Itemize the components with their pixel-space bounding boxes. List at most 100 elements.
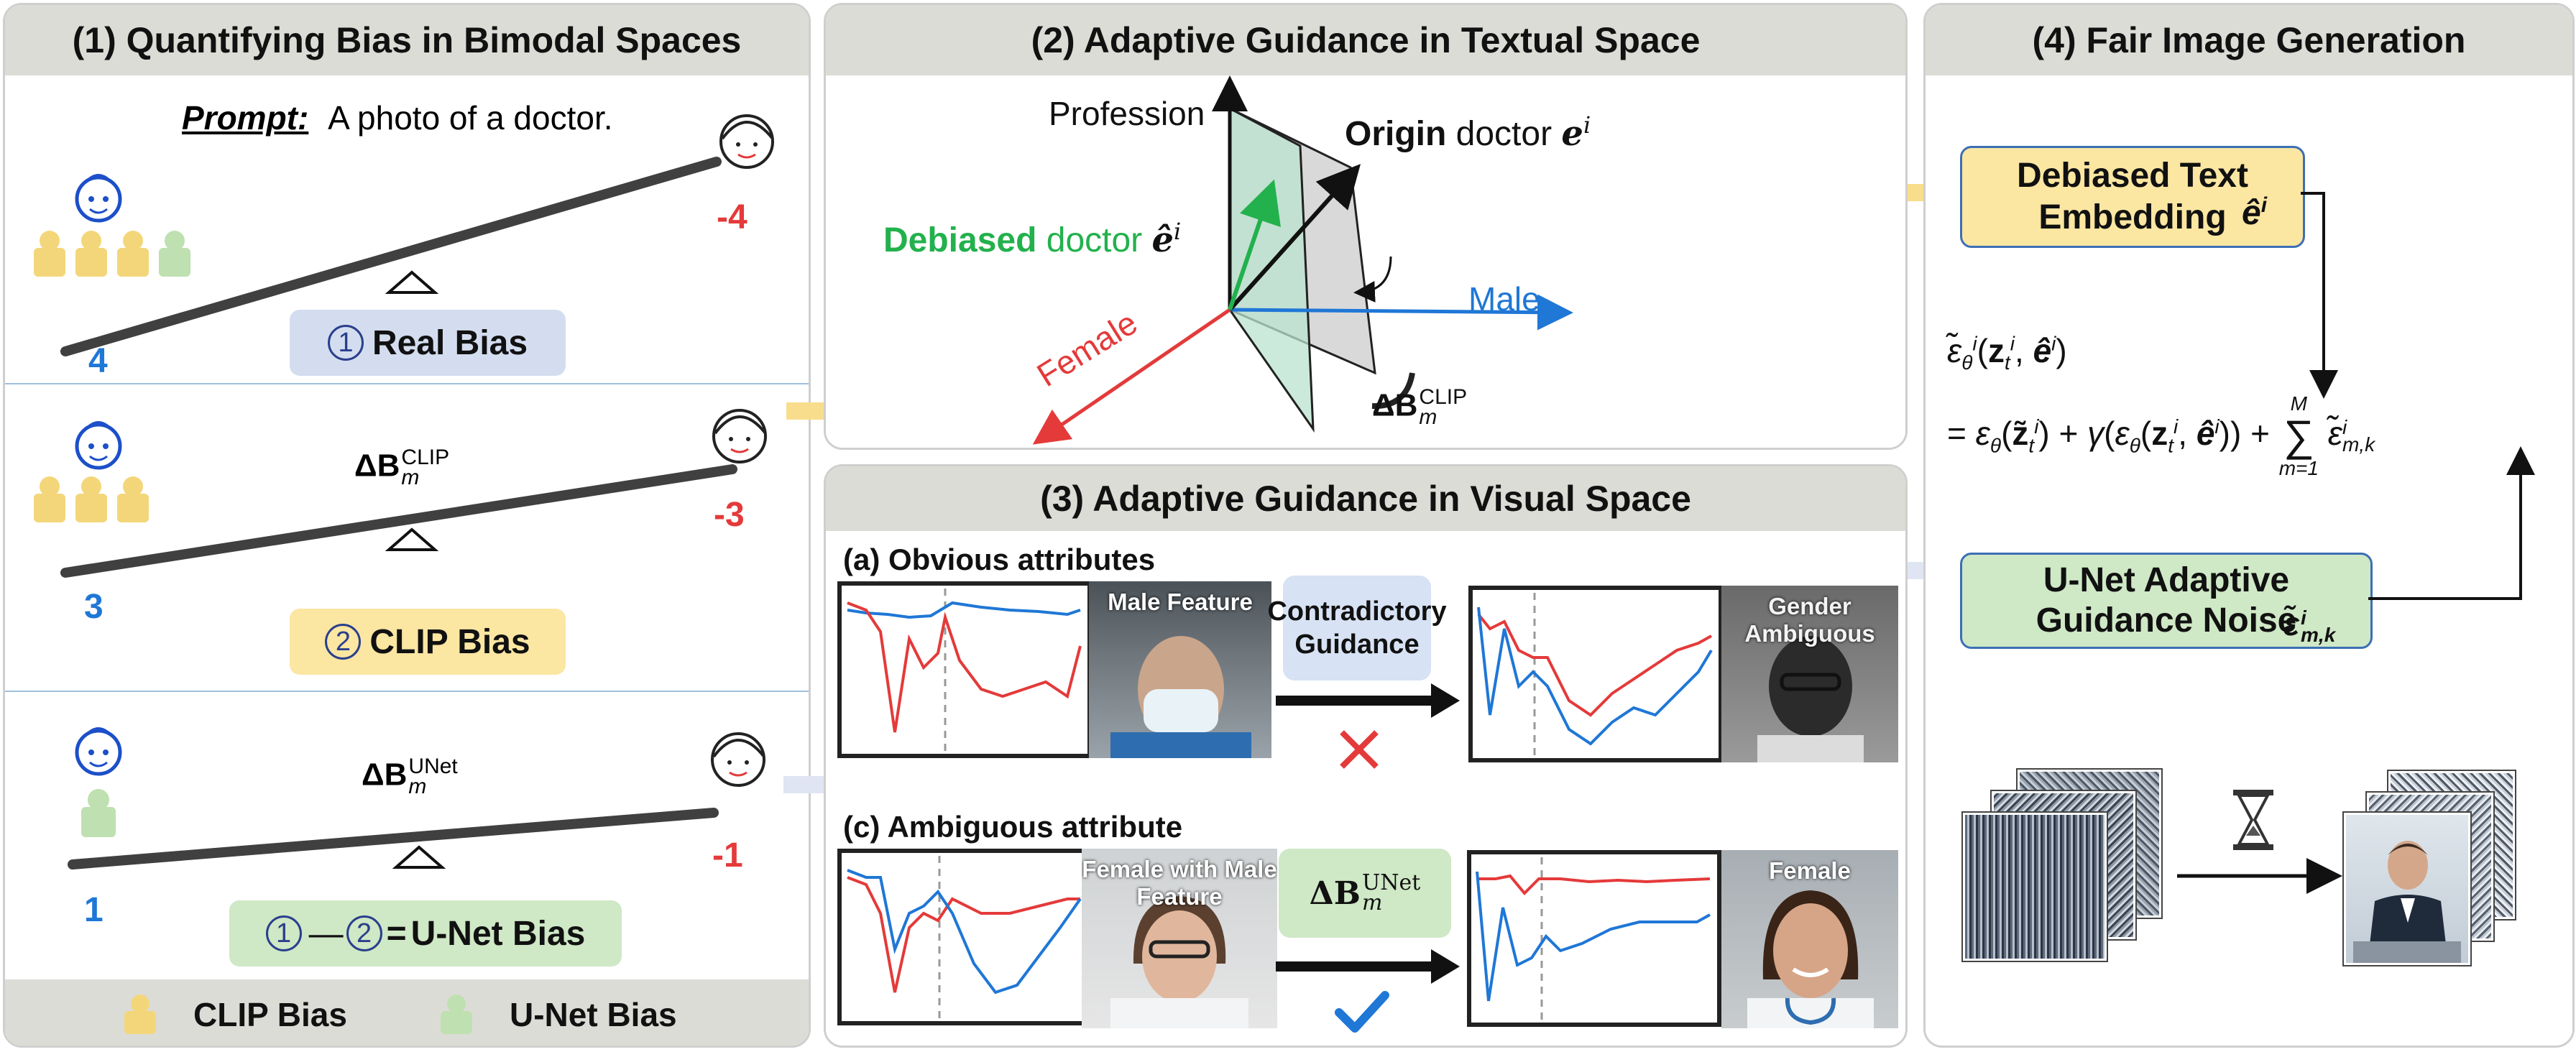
- photo-female-male-feature: Female with Male Feature: [1082, 849, 1277, 1028]
- guidance-equation: ε̃θi(zti, êi) = εθ(z̃ti) + γ(εθ(zti, êi)…: [1947, 331, 2565, 479]
- row-divider-2: [5, 691, 809, 692]
- doctor-figure: [1747, 890, 1874, 1028]
- seesaw-row-3: [68, 727, 765, 869]
- male-face-icon: [75, 174, 122, 223]
- person-green-icon: [159, 231, 190, 277]
- seesaw-plank: [60, 157, 722, 356]
- plot-line-blue: [847, 869, 1082, 995]
- debiased-text-embedding-box: Debiased Text Embedding: [1960, 146, 2305, 248]
- delta-clip-angle-label: ΔB CLIP m: [1372, 385, 1468, 429]
- debiased-sym: êi: [2242, 193, 2268, 232]
- flow-arrows: [2177, 192, 2535, 894]
- attention-plot-c1: [837, 849, 1092, 1025]
- person-yellow-icon: [34, 231, 149, 277]
- photo-male-feature: Male Feature: [1089, 581, 1271, 758]
- businessman-figure: [2353, 841, 2461, 963]
- left-value-row3: 1: [84, 891, 104, 929]
- panel2-title: (2) Adaptive Guidance in Textual Space: [826, 5, 1905, 75]
- badge-number: 2: [325, 624, 362, 660]
- legend-clip-label: CLIP Bias: [193, 996, 347, 1033]
- person-green-icon: [441, 995, 472, 1034]
- real-bias-badge: 1 Real Bias: [290, 310, 566, 376]
- panel-visual-guidance: (3) Adaptive Guidance in Visual Space (a…: [824, 464, 1908, 1048]
- female-face-icon: [712, 409, 767, 463]
- unet-sym: ε̃ i m,k: [2283, 605, 2336, 646]
- attention-plot-a2: [1468, 586, 1723, 762]
- photo-caption: Female: [1769, 857, 1851, 884]
- attention-plot-a1: [837, 581, 1092, 758]
- prompt-label: Prompt:: [182, 99, 309, 137]
- prompt-text: A photo of a doctor.: [328, 99, 613, 137]
- vector-diagram: [1032, 75, 1573, 445]
- person-yellow-icon: [34, 476, 149, 522]
- left-value-row2: 3: [84, 588, 104, 626]
- photo-caption: Gender Ambiguous: [1744, 593, 1875, 647]
- male-face-icon: [75, 421, 122, 470]
- minus-sign: —: [308, 914, 344, 953]
- equals-sign: =: [386, 914, 407, 953]
- origin-vector: [1228, 164, 1361, 312]
- seesaw-row-2: [34, 409, 767, 578]
- delta-clip-label: ΔB CLIP m: [354, 446, 450, 489]
- equation-line-1: ε̃θi(zti, êi): [1947, 332, 2067, 374]
- plot-line-red: [1477, 874, 1711, 895]
- delta-arc: [1371, 372, 1415, 410]
- unet-guidance-noise-box: U-Net Adaptive Guidance Noise: [1960, 553, 2373, 649]
- attention-plot-c2: [1467, 850, 1721, 1027]
- female-axis: [1032, 308, 1231, 445]
- right-value-row1: -4: [717, 198, 748, 236]
- seesaw-plank: [60, 464, 737, 578]
- plot-line-red: [847, 601, 1082, 733]
- arrow-obvious: [1276, 683, 1460, 718]
- cross-icon: [1340, 730, 1379, 769]
- fulcrum-icon: [385, 270, 439, 294]
- plot-line-blue: [847, 601, 1081, 619]
- noisy-image-stack: [1963, 770, 2164, 964]
- hourglass-icon: [2233, 790, 2273, 850]
- left-value-row1: 4: [88, 342, 108, 380]
- badge-label: CLIP Bias: [369, 622, 530, 661]
- contradictory-guidance-box: Contradictory Guidance: [1267, 576, 1447, 680]
- badge-number-1: 1: [265, 915, 302, 951]
- doctor-figure: [1110, 896, 1248, 1028]
- panel-fair-generation: (4) Fair Image Generation Debiased Text …: [1923, 3, 2575, 1048]
- panel-quantifying-bias: (1) Quantifying Bias in Bimodal Spaces P…: [3, 3, 811, 1048]
- seesaw-row-1: [34, 114, 774, 356]
- portrait-figure: [1757, 636, 1864, 762]
- badge-label: Real Bias: [372, 323, 528, 362]
- origin-label: Origin doctor ei: [1345, 111, 1591, 154]
- profession-label: Profession: [1049, 95, 1205, 132]
- plot-line-blue: [1476, 871, 1711, 1002]
- prompt-line: Prompt: A photo of a doctor.: [182, 98, 613, 137]
- seesaw-plank: [68, 808, 719, 869]
- photo-caption: Female with Male Feature: [1082, 856, 1277, 910]
- photo-gender-ambiguous: Gender Ambiguous: [1721, 586, 1898, 762]
- unet-bias-badge: 1 — 2 = U-Net Bias: [229, 900, 622, 966]
- section-a-label: (a) Obvious attributes: [843, 543, 1156, 576]
- section-c-label: (c) Ambiguous attribute: [843, 810, 1183, 844]
- right-value-row2: -3: [714, 496, 745, 534]
- person-yellow-icon: [124, 995, 156, 1034]
- rotation-arc: [1353, 256, 1392, 303]
- fulcrum-icon: [385, 527, 439, 551]
- badge-label: U-Net Bias: [410, 914, 586, 953]
- panel4-title: (4) Fair Image Generation: [1926, 5, 2572, 75]
- debiased-vector: [1228, 179, 1281, 310]
- plot-line-red: [1477, 613, 1712, 717]
- panel3-title: (3) Adaptive Guidance in Visual Space: [826, 466, 1905, 531]
- female-face-icon: [719, 114, 774, 169]
- badge-number-2: 2: [346, 915, 382, 951]
- plot-line-red: [847, 876, 1080, 993]
- panel1-title: (1) Quantifying Bias in Bimodal Spaces: [5, 5, 809, 75]
- male-axis: [1229, 294, 1573, 331]
- right-value-row3: -1: [712, 836, 743, 875]
- photo-female: Female: [1721, 850, 1898, 1028]
- photo-caption: Male Feature: [1108, 589, 1253, 615]
- noise-image-1: [1963, 813, 2107, 961]
- fulcrum-icon: [392, 845, 446, 869]
- plot-line-blue: [1477, 606, 1713, 746]
- person-green-icon: [81, 789, 116, 837]
- male-face-icon: [75, 727, 122, 776]
- male-axis-label: Male: [1468, 280, 1540, 318]
- row-divider-1: [5, 383, 809, 384]
